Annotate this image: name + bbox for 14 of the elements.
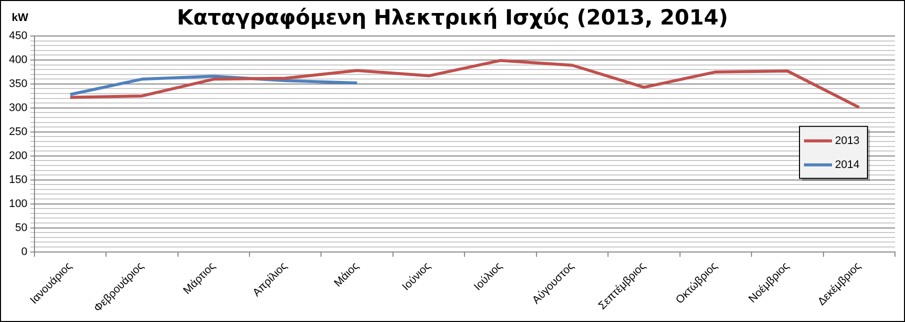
y-tick-label: 250 [8,126,28,138]
y-tick-label: 300 [8,102,28,114]
y-tick-label: 100 [8,198,28,210]
y-tick-label: 50 [15,222,28,234]
y-tick-label: 350 [8,78,28,90]
y-tick-label: 400 [8,54,28,66]
chart-title: Καταγραφόμενη Ηλεκτρική Ισχύς (2013, 2014) [176,5,728,30]
legend-label: 2013 [835,134,860,147]
y-axis-title: kW [12,12,29,24]
y-tick-label: 0 [21,246,28,258]
y-tick-label: 150 [8,174,28,186]
y-tick-label: 200 [8,150,28,162]
legend-label: 2014 [835,158,860,171]
y-tick-label: 450 [8,30,28,42]
